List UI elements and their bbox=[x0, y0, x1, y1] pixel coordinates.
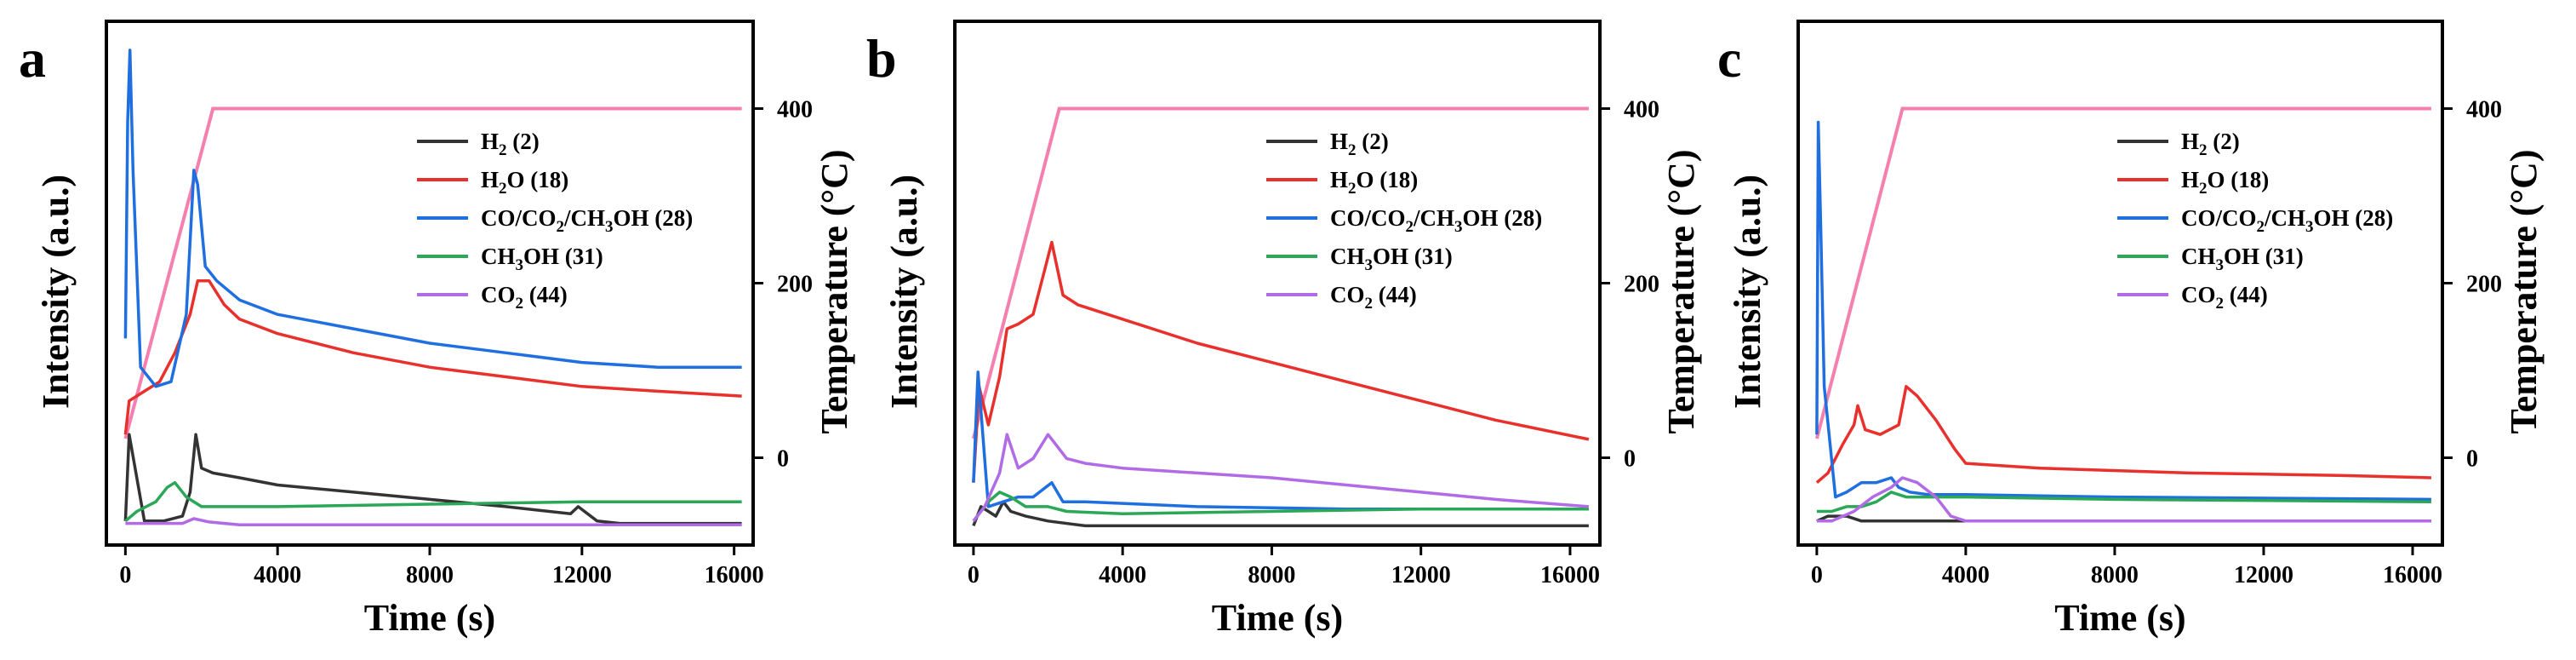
legend-label-co: CO/CO2/CH3OH (28) bbox=[1330, 205, 1542, 236]
legend-label-ch3oh: CH3OH (31) bbox=[2181, 244, 2304, 274]
legend-label-h2o: H2O (18) bbox=[481, 167, 568, 198]
x-tick-label: 4000 bbox=[1942, 562, 1990, 588]
x-tick-label: 0 bbox=[968, 562, 980, 588]
y-axis-title: Intensity (a.u.) bbox=[35, 175, 77, 409]
legend: H2 (2) H2O (18) CO/CO2/CH3OH (28) CH3OH (31… bbox=[2117, 129, 2393, 313]
series-line-co bbox=[123, 49, 742, 388]
x-tick-label: 12000 bbox=[2234, 562, 2293, 588]
y-axis-title: Intensity (a.u.) bbox=[1727, 175, 1768, 409]
x-tick-label: 16000 bbox=[2383, 562, 2442, 588]
series-line-ch3oh bbox=[1816, 491, 2431, 514]
x-axis-title: Time (s) bbox=[2054, 597, 2185, 639]
x-tick-label: 4000 bbox=[1099, 562, 1146, 588]
plot-frame bbox=[953, 20, 1602, 547]
series-line-ch3oh bbox=[124, 480, 742, 523]
series-line-co bbox=[1815, 120, 2431, 502]
temp-tick-label: 400 bbox=[2466, 97, 2502, 123]
temp-tick-label: 0 bbox=[1624, 446, 1636, 473]
legend-label-h2: H2 (2) bbox=[481, 129, 540, 159]
panel-letter: a bbox=[19, 28, 46, 89]
temperature-line bbox=[123, 106, 742, 439]
temp-tick-label: 0 bbox=[777, 446, 789, 473]
plot-frame bbox=[1796, 20, 2444, 547]
temp-axis-title: Temperature (°C) bbox=[814, 149, 855, 433]
temp-tick-label: 200 bbox=[1624, 272, 1659, 298]
legend-label-ch3oh: CH3OH (31) bbox=[1330, 244, 1453, 274]
series-line-co2 bbox=[125, 517, 742, 527]
legend-label-co: CO/CO2/CH3OH (28) bbox=[481, 205, 693, 236]
series-line-h2o bbox=[1815, 385, 2431, 485]
temp-tick-label: 200 bbox=[2466, 272, 2502, 298]
legend-label-h2o: H2O (18) bbox=[1330, 167, 1418, 198]
series-line-co bbox=[972, 370, 1589, 511]
temp-tick-label: 200 bbox=[777, 272, 813, 298]
temp-tick-label: 400 bbox=[777, 97, 813, 123]
series-line-ch3oh bbox=[972, 491, 1589, 522]
temperature-line bbox=[971, 106, 1589, 439]
series-line-co2 bbox=[1816, 476, 2431, 523]
temp-tick-label: 0 bbox=[2466, 446, 2478, 473]
temp-axis-title: Temperature (°C) bbox=[1660, 149, 1702, 433]
series-line-h2o bbox=[972, 240, 1590, 483]
x-axis-title: Time (s) bbox=[364, 597, 495, 639]
series-line-co2 bbox=[972, 433, 1590, 522]
x-tick-label: 12000 bbox=[1391, 562, 1451, 588]
x-tick-label: 8000 bbox=[406, 562, 454, 588]
legend-label-h2: H2 (2) bbox=[2181, 129, 2240, 159]
series-line-h2o bbox=[123, 278, 742, 435]
legend-label-h2o: H2O (18) bbox=[2181, 167, 2269, 198]
legend-label-ch3oh: CH3OH (31) bbox=[481, 244, 603, 274]
legend-label-h2: H2 (2) bbox=[1330, 129, 1389, 159]
legend-label-co2: CO2 (44) bbox=[2181, 282, 2268, 313]
temperature-line bbox=[1814, 106, 2431, 439]
legend-label-co2: CO2 (44) bbox=[1330, 282, 1417, 313]
panel-letter: c bbox=[1717, 28, 1741, 89]
legend: H2 (2) H2O (18) CO/CO2/CH3OH (28) CH3OH (31… bbox=[417, 129, 693, 313]
legend-label-co2: CO2 (44) bbox=[481, 282, 568, 313]
plot-frame bbox=[105, 20, 755, 547]
series-line-h2 bbox=[972, 500, 1589, 528]
x-tick-label: 0 bbox=[119, 562, 131, 588]
panel-letter: b bbox=[866, 28, 897, 89]
x-tick-label: 16000 bbox=[705, 562, 764, 588]
legend: H2 (2) H2O (18) CO/CO2/CH3OH (28) CH3OH (31… bbox=[1266, 129, 1542, 313]
legend-label-co: CO/CO2/CH3OH (28) bbox=[2181, 205, 2393, 236]
temp-axis-title: Temperature (°C) bbox=[2503, 149, 2545, 433]
x-tick-label: 16000 bbox=[1540, 562, 1600, 588]
x-tick-label: 8000 bbox=[2091, 562, 2139, 588]
x-tick-label: 12000 bbox=[552, 562, 612, 588]
x-axis-title: Time (s) bbox=[1212, 597, 1343, 639]
x-tick-label: 4000 bbox=[254, 562, 301, 588]
x-tick-label: 0 bbox=[1811, 562, 1823, 588]
series-line-h2 bbox=[123, 433, 742, 525]
y-axis-title: Intensity (a.u.) bbox=[883, 175, 925, 409]
x-tick-label: 8000 bbox=[1248, 562, 1295, 588]
temp-tick-label: 400 bbox=[1624, 97, 1659, 123]
